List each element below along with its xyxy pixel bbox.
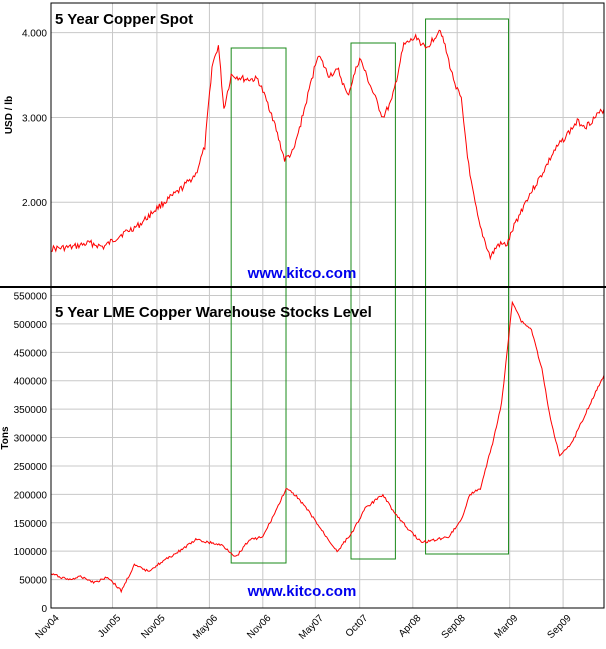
series-lines	[50, 29, 605, 594]
bottom-chart-title: 5 Year LME Copper Warehouse Stocks Level	[55, 304, 372, 321]
bottom-y-tick-label: 500000	[14, 320, 48, 331]
bottom-y-tick-label: 550000	[14, 292, 48, 303]
top-y-tick-label: 3.000	[22, 113, 47, 124]
x-tick-label: Jun05	[96, 613, 123, 640]
plot-frame	[50, 2, 605, 609]
x-tick-label: Nov05	[139, 613, 168, 642]
bottom-y-tick-label: 300000	[14, 434, 48, 445]
x-tick-label: Oct07	[344, 613, 371, 640]
x-tick-label: Nov06	[245, 613, 274, 642]
highlight-boxes	[230, 18, 510, 564]
top-watermark: www.kitco.com	[247, 265, 357, 282]
bottom-y-tick-label: 250000	[14, 462, 48, 473]
grid-lines	[50, 3, 604, 609]
warehouse-stocks-line	[50, 300, 605, 594]
bottom-y-tick-label: 350000	[14, 405, 48, 416]
bottom-y-tick-label: 400000	[14, 377, 48, 388]
x-tick-label: Nov04	[33, 613, 62, 642]
highlight-box	[350, 42, 396, 560]
bottom-y-tick-label: 50000	[19, 576, 47, 587]
highlight-box	[230, 47, 287, 564]
x-tick-label: Sep08	[440, 613, 469, 642]
bottom-y-tick-label: 150000	[14, 519, 48, 530]
x-tick-label: May07	[297, 613, 326, 642]
bottom-y-tick-label: 0	[41, 604, 47, 615]
tick-labels: Nov04 Jun05 Nov05 May06 Nov06 May07 Oct07 Apr08…	[14, 29, 574, 642]
bottom-y-axis-label: Tons	[0, 426, 11, 450]
bottom-y-tick-label: 200000	[14, 490, 48, 501]
plot-frames	[0, 2, 606, 609]
x-tick-label: Sep09	[546, 613, 575, 642]
bottom-watermark: www.kitco.com	[247, 583, 357, 600]
copper-spot-line	[50, 29, 605, 261]
bottom-y-tick-label: 100000	[14, 547, 48, 558]
top-y-axis-label: USD / lb	[4, 96, 15, 134]
top-y-tick-label: 2.000	[22, 198, 47, 209]
bottom-y-tick-label: 450000	[14, 348, 48, 359]
top-y-tick-label: 4.000	[22, 29, 47, 40]
x-tick-label: May06	[191, 613, 220, 642]
x-tick-label: Apr08	[397, 613, 424, 640]
top-chart-title: 5 Year Copper Spot	[55, 11, 193, 28]
x-tick-label: Mar09	[493, 613, 521, 641]
